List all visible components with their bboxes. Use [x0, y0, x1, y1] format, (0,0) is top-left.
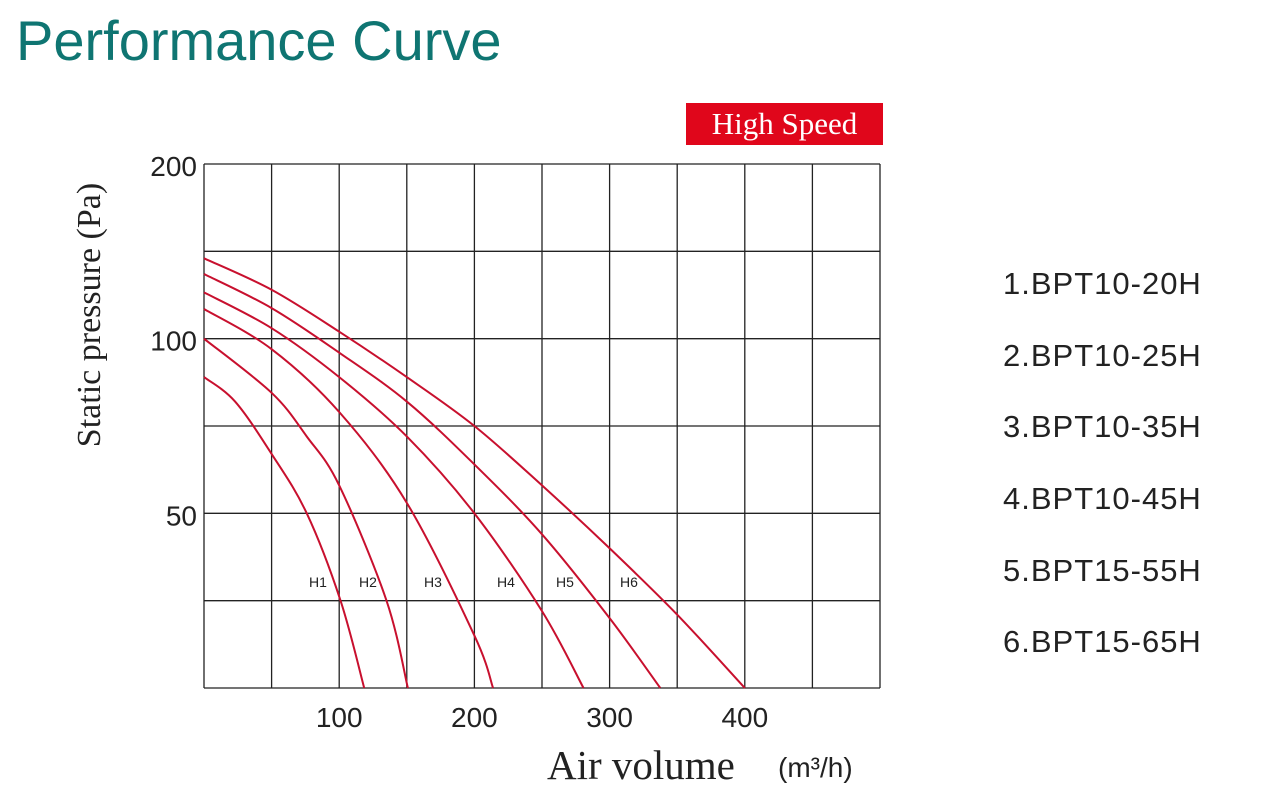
- curve-label: H4: [497, 574, 515, 590]
- x-axis-label: Air volume: [547, 742, 735, 788]
- curve-h2: [203, 337, 409, 689]
- x-tick-label: 100: [316, 702, 363, 733]
- legend-item: 6.BPT15-65H: [1003, 624, 1202, 659]
- curve-h1: [203, 376, 366, 689]
- y-tick-label: 100: [150, 326, 197, 357]
- legend-item: 4.BPT10-45H: [1003, 481, 1202, 516]
- curve-label: H2: [359, 574, 377, 590]
- curve-h4: [203, 291, 585, 689]
- curve-label: H6: [620, 574, 638, 590]
- legend-item: 1.BPT10-20H: [1003, 266, 1202, 301]
- curve-h3: [203, 308, 495, 689]
- curve-h5: [203, 273, 662, 689]
- y-tick-label: 200: [150, 151, 197, 182]
- x-tick-label: 200: [451, 702, 498, 733]
- page-title: Performance Curve: [16, 9, 502, 72]
- x-axis-unit: (m³/h): [778, 752, 853, 783]
- legend-item: 5.BPT15-55H: [1003, 553, 1202, 588]
- x-tick-label: 400: [721, 702, 768, 733]
- y-axis-label: Static pressure (Pa): [71, 183, 108, 447]
- legend-item: 3.BPT10-35H: [1003, 409, 1202, 444]
- curve-label: H5: [556, 574, 574, 590]
- high-speed-badge: High Speed: [686, 103, 883, 145]
- x-tick-label: 300: [586, 702, 633, 733]
- y-tick-label: 50: [166, 500, 197, 531]
- curve-label: H3: [424, 574, 442, 590]
- curve-label: H1: [309, 574, 327, 590]
- curve-h6: [203, 257, 746, 689]
- legend-item: 2.BPT10-25H: [1003, 338, 1202, 373]
